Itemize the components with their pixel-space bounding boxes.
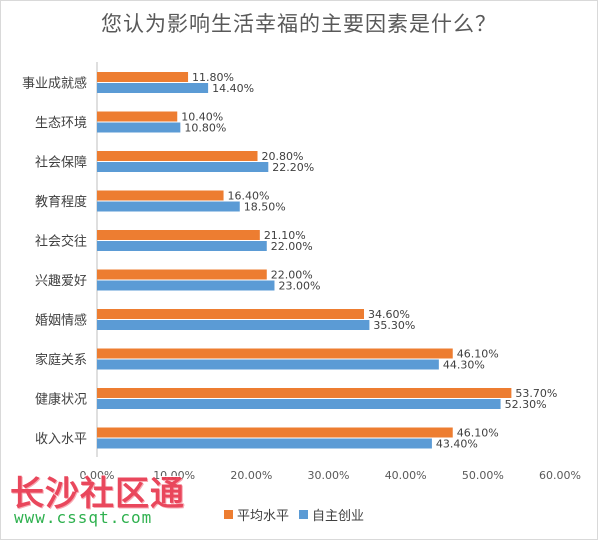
data-label: 20.80% [262,150,304,163]
data-label: 44.30% [443,359,485,372]
legend-swatch-series-1 [224,510,233,519]
category-label: 收入水平 [35,432,87,447]
bar-series-2 [97,399,501,409]
bar-series-1 [97,427,453,438]
legend-swatch-series-2 [299,510,309,519]
data-label: 53.70% [515,387,557,400]
bar-series-2 [97,280,275,291]
bar-series-1 [97,72,189,82]
watermark: 长沙社区通 www.cssqt.com [10,466,230,532]
data-label: 10.80% [184,122,226,135]
data-label: 21.10% [264,229,306,242]
bar-series-2 [97,438,432,449]
bar-series-2 [97,241,267,251]
bar-series-1 [97,388,512,398]
bar-series-1 [97,190,224,201]
data-label: 22.00% [271,269,313,282]
data-label: 46.10% [457,348,499,361]
x-tick-label: 20.00% [230,469,272,482]
data-label: 46.10% [457,427,499,440]
bar-series-2 [97,320,370,330]
data-label: 16.40% [228,190,270,203]
data-label: 18.50% [244,201,286,214]
data-label: 34.60% [368,308,410,321]
category-label: 事业成就感 [22,75,87,91]
bar-series-1 [97,230,260,240]
legend-item-series-2: 自主创业 [299,505,364,524]
bar-series-1 [97,151,258,161]
bar-series-1 [97,348,453,359]
category-label: 兴趣爱好 [35,274,87,289]
chart-title: 您认为影响生活幸福的主要因素是什么？ [101,12,497,36]
data-label: 11.80% [192,71,234,84]
bar-series-2 [97,122,181,133]
x-tick-label: 50.00% [462,469,504,482]
x-tick-label: 40.00% [385,469,427,482]
x-tick-label: 0.00% [80,469,115,482]
data-label: 35.30% [373,319,415,332]
category-label: 教育程度 [35,194,87,210]
watermark-url: www.cssqt.com [14,508,153,527]
category-label: 家庭关系 [35,352,87,368]
legend: 平均水平 自主创业 [224,505,364,524]
data-label: 22.00% [271,240,313,253]
bar-series-2 [97,83,209,93]
legend-item-series-1: 平均水平 [224,505,289,524]
category-label: 社会交往 [35,233,87,249]
bar-series-2 [97,162,269,172]
category-label: 婚姻情感 [35,312,87,328]
bar-series-1 [97,269,267,280]
category-label: 健康状况 [35,391,87,407]
data-label: 22.20% [272,161,314,174]
legend-label-series-2: 自主创业 [312,509,365,524]
data-label: 14.40% [212,82,254,95]
data-label: 10.40% [181,111,223,124]
watermark-logo-text: 长沙社区通 [10,474,185,514]
data-label: 23.00% [278,280,320,293]
x-tick-label: 60.00% [539,469,581,482]
bar-series-2 [97,201,240,212]
bar-series-2 [97,359,439,370]
x-tick-label: 30.00% [308,469,350,482]
legend-label-series-1: 平均水平 [237,509,290,524]
x-tick-label: 10.00% [153,469,195,482]
category-label: 生态环境 [35,116,87,131]
data-label: 52.30% [505,398,547,411]
category-label: 社会保障 [35,154,87,170]
bar-series-1 [97,111,178,122]
bar-series-1 [97,309,364,319]
data-label: 43.40% [436,438,478,451]
